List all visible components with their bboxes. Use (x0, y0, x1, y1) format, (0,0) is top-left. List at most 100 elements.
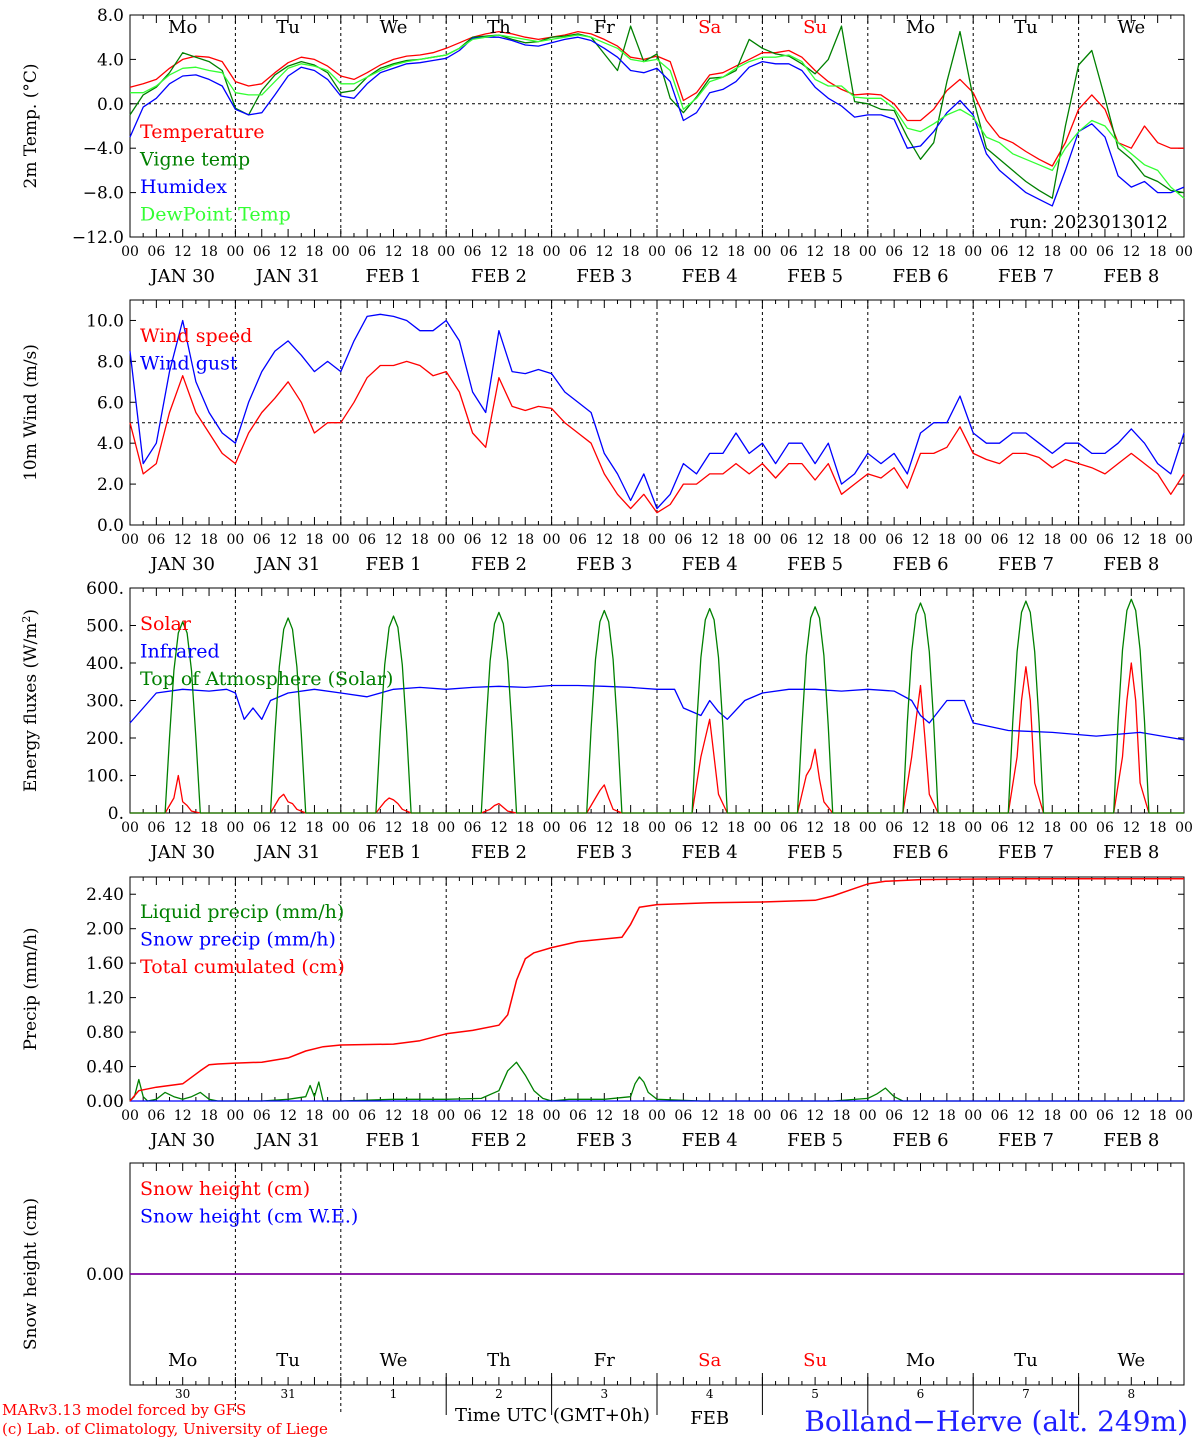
y-tick-label: −4.0 (83, 139, 124, 159)
hour-label: 12 (385, 1108, 403, 1124)
hour-label: 00 (121, 532, 139, 548)
weekday-label: Tu (1014, 17, 1038, 38)
date-label: JAN 30 (148, 554, 215, 575)
hour-label: 06 (885, 1108, 903, 1124)
hour-label: 18 (622, 244, 640, 260)
hour-label: 06 (358, 244, 376, 260)
hour-label: 12 (806, 1108, 824, 1124)
y-axis-label-superscript: 2 (20, 616, 33, 623)
series-line-wind-speed (129, 360, 1185, 514)
hour-label: 06 (885, 820, 903, 836)
date-label: FEB 6 (892, 554, 948, 575)
hour-label: 00 (964, 244, 982, 260)
hour-label: 06 (1096, 532, 1114, 548)
hour-label: 00 (1070, 532, 1088, 548)
date-label: FEB 1 (365, 554, 421, 575)
hour-label: 00 (753, 1108, 771, 1124)
hour-label: 18 (727, 532, 745, 548)
hour-label: 06 (569, 244, 587, 260)
hour-label: 00 (437, 820, 455, 836)
hour-label: 18 (727, 820, 745, 836)
day-number-label: 31 (280, 1387, 295, 1401)
y-tick-label: 6.0 (97, 393, 124, 413)
date-label: FEB 5 (787, 842, 843, 863)
hour-label: 00 (226, 244, 244, 260)
date-label: FEB 2 (471, 842, 527, 863)
hour-label: 12 (174, 820, 192, 836)
hour-label: 00 (437, 1108, 455, 1124)
y-tick-label: 2.40 (86, 885, 124, 905)
hour-label: 06 (1096, 820, 1114, 836)
hour-label: 18 (1149, 532, 1167, 548)
legend-entry: Wind gust (140, 353, 238, 375)
hour-label: 18 (411, 244, 429, 260)
hour-label: 00 (964, 1108, 982, 1124)
weekday-label: Mo (168, 17, 197, 38)
y-tick-label: 0.00 (86, 1092, 124, 1112)
y-tick-label: 8.0 (97, 352, 124, 372)
y-axis-label: Energy fluxes (W/m2) (20, 609, 42, 792)
hour-label: 12 (912, 244, 930, 260)
station-title: Bolland−Herve (alt. 249m) (804, 1405, 1188, 1438)
hour-label: 18 (1043, 532, 1061, 548)
hour-label: 00 (332, 820, 350, 836)
day-number-label: 6 (917, 1387, 925, 1401)
hour-label: 18 (1149, 820, 1167, 836)
series-line-total-cumulated-cm (129, 877, 1184, 1102)
hour-label: 18 (516, 532, 534, 548)
weekday-label-bottom: We (380, 1350, 408, 1371)
hour-label: 12 (806, 820, 824, 836)
hour-label: 12 (490, 820, 508, 836)
legend-entry: Snow precip (mm/h) (140, 929, 336, 951)
day-number-label: 4 (706, 1387, 714, 1401)
weekday-label: Mo (906, 17, 935, 38)
hour-label: 12 (595, 1108, 613, 1124)
date-label: FEB 7 (998, 1130, 1054, 1151)
y-axis-label: 10m Wind (m/s) (21, 344, 41, 481)
hour-label: 18 (516, 244, 534, 260)
hour-label: 06 (780, 820, 798, 836)
date-label: FEB 8 (1103, 1130, 1159, 1151)
y-tick-label: 100. (86, 767, 124, 787)
hour-label: 00 (648, 244, 666, 260)
hour-label: 18 (938, 244, 956, 260)
date-label: FEB 8 (1103, 266, 1159, 287)
y-tick-label: 0.0 (97, 95, 124, 115)
hour-label: 18 (833, 1108, 851, 1124)
hour-label: 00 (121, 820, 139, 836)
hour-label: 00 (648, 532, 666, 548)
hour-label: 18 (411, 1108, 429, 1124)
hour-label: 12 (490, 532, 508, 548)
weekday-label-bottom: We (1117, 1350, 1145, 1371)
weekday-label: We (1117, 17, 1145, 38)
y-tick-label: 500. (86, 617, 124, 637)
hour-label: 18 (833, 820, 851, 836)
legend-entry: Wind speed (140, 325, 252, 347)
series-line-humidex (129, 36, 1185, 207)
hour-label: 18 (200, 532, 218, 548)
hour-label: 12 (279, 244, 297, 260)
y-tick-label: 0. (108, 804, 124, 824)
hour-label: 12 (595, 532, 613, 548)
hour-label: 00 (332, 244, 350, 260)
weekday-label-bottom: Th (487, 1350, 511, 1371)
hour-label: 06 (674, 244, 692, 260)
date-label: FEB 4 (682, 842, 738, 863)
date-label: FEB 1 (365, 266, 421, 287)
legend-entry: Total cumulated (cm) (140, 956, 345, 978)
y-tick-label: 1.60 (86, 954, 124, 974)
hour-label: 06 (147, 820, 165, 836)
y-tick-label: −12.0 (72, 228, 124, 248)
hour-label: 12 (1017, 532, 1035, 548)
hour-label: 12 (912, 532, 930, 548)
hour-label: 06 (464, 820, 482, 836)
date-label: FEB 1 (365, 1130, 421, 1151)
hour-label: 18 (200, 244, 218, 260)
hour-label: 00 (648, 820, 666, 836)
hour-label: 06 (674, 820, 692, 836)
day-number-label: 8 (1127, 1387, 1135, 1401)
plot-frame (129, 299, 1185, 526)
hour-label: 18 (516, 820, 534, 836)
date-label: FEB 4 (682, 554, 738, 575)
panel-3 (129, 587, 1185, 814)
